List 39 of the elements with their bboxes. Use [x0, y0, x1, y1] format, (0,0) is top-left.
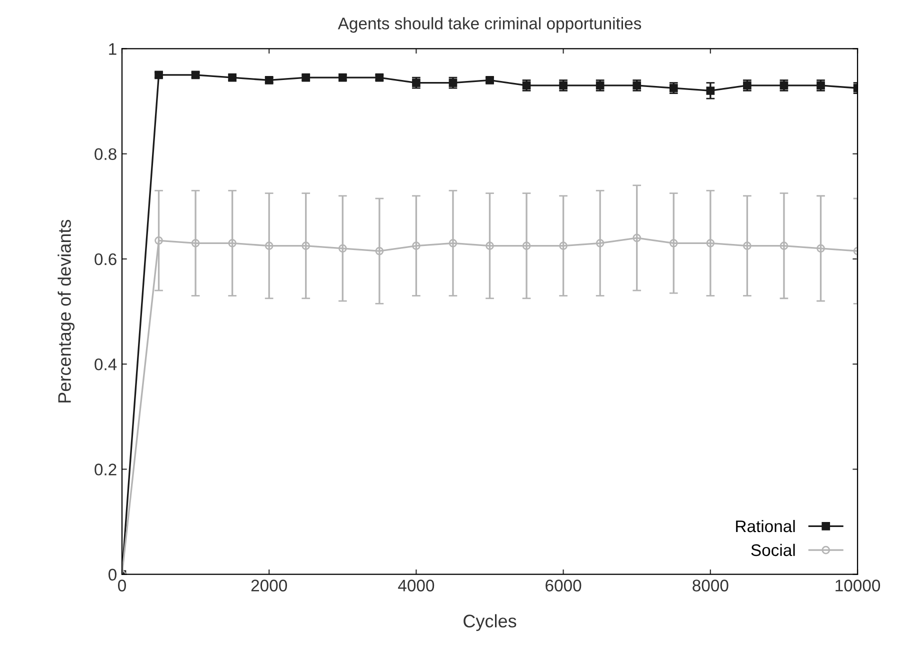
legend-label: Rational: [736, 520, 795, 532]
x-tick-label: 8000: [692, 580, 728, 592]
point: [228, 73, 236, 82]
x-tick-label: 2000: [251, 580, 287, 592]
point: [191, 239, 200, 248]
point: [154, 236, 163, 245]
y-axis-title: Percentage of deviants: [58, 220, 75, 402]
point: [706, 239, 715, 248]
point: [228, 239, 236, 248]
point: [816, 244, 825, 253]
y-tick-label: 1: [109, 43, 116, 55]
legend-label: Social: [751, 544, 795, 556]
y-tick-label: 0.4: [94, 358, 117, 370]
point: [669, 239, 678, 248]
point: [596, 239, 604, 248]
x-tick-label: 10000: [836, 580, 880, 592]
point: [522, 242, 531, 250]
y-tick-label: 0.6: [94, 253, 116, 266]
x-tick-label: 4000: [398, 580, 434, 592]
point: [743, 242, 752, 250]
point: [448, 239, 458, 248]
point: [706, 86, 715, 95]
point: [559, 242, 568, 250]
chart-title: Agents should take criminal opportunities: [338, 17, 642, 33]
point: [412, 242, 420, 250]
point: [264, 242, 274, 250]
point: [780, 242, 788, 250]
point: [632, 234, 642, 242]
point: [338, 73, 347, 82]
y-tick-label: 0.2: [94, 464, 116, 476]
x-tick-label: 0: [118, 580, 126, 592]
y-tick-label: 0.8: [94, 148, 116, 160]
x-tick-label: 6000: [546, 580, 582, 592]
point: [338, 244, 347, 253]
point: [486, 242, 494, 250]
x-axis-title: Cycles: [464, 614, 516, 632]
point: [302, 242, 310, 250]
point: [375, 246, 384, 256]
y-tick-label: 0: [108, 568, 116, 581]
